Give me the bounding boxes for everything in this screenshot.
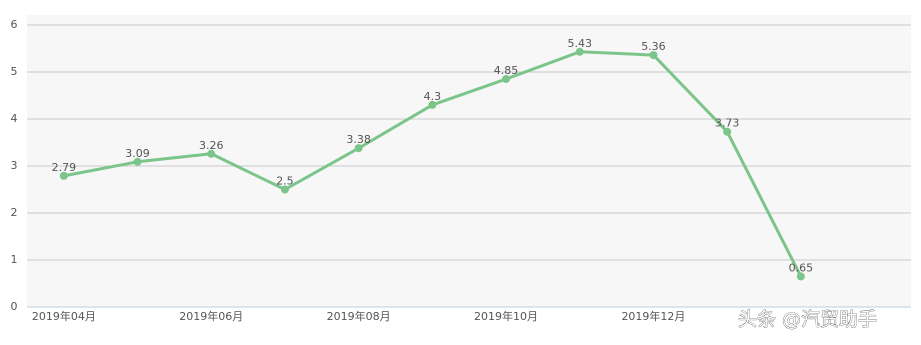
data-label: 0.65 bbox=[789, 261, 814, 274]
data-point bbox=[354, 144, 363, 153]
y-tick-label: 4 bbox=[11, 112, 18, 125]
x-tick-label: 2019年04月 bbox=[32, 309, 96, 323]
x-tick-label: 2019年08月 bbox=[327, 309, 391, 323]
data-label: 3.09 bbox=[125, 147, 150, 160]
y-tick-label: 1 bbox=[11, 253, 18, 266]
data-point bbox=[723, 127, 732, 136]
data-point bbox=[428, 100, 437, 109]
data-label: 5.43 bbox=[568, 37, 593, 50]
data-point bbox=[59, 171, 68, 180]
y-tick-label: 6 bbox=[11, 18, 18, 31]
y-tick-label: 2 bbox=[11, 206, 18, 219]
data-point bbox=[796, 272, 805, 281]
data-label: 3.38 bbox=[346, 133, 371, 146]
data-point bbox=[649, 51, 658, 60]
data-label: 2.5 bbox=[276, 175, 294, 188]
plot-area bbox=[27, 15, 911, 307]
data-label: 5.36 bbox=[641, 40, 666, 53]
data-label: 4.85 bbox=[494, 64, 519, 77]
watermark: 头条 @汽贸助手 bbox=[738, 309, 877, 331]
y-tick-label: 3 bbox=[11, 159, 18, 172]
data-label: 4.3 bbox=[424, 90, 442, 103]
data-label: 2.79 bbox=[52, 161, 77, 174]
x-tick-label: 2019年12月 bbox=[621, 309, 685, 323]
marks: 2.79 3.09 3.26 2.5 3.38 4.3 4.85 5.43 5.36 3.73 0.… bbox=[52, 37, 814, 281]
y-tick-label: 0 bbox=[11, 300, 18, 313]
data-label: 3.73 bbox=[715, 117, 740, 130]
data-point bbox=[207, 149, 216, 158]
data-point bbox=[133, 157, 142, 166]
data-point bbox=[502, 75, 511, 84]
data-point bbox=[280, 185, 289, 194]
y-tick-label: 5 bbox=[11, 65, 18, 78]
x-tick-label: 2019年10月 bbox=[474, 309, 538, 323]
data-point bbox=[575, 47, 584, 56]
grid: 0 1 2 3 4 5 6 2019年04月 2019年06月 2019年08月 2019年10月 2… bbox=[11, 18, 911, 323]
data-label: 3.26 bbox=[199, 139, 224, 152]
x-tick-label: 2019年06月 bbox=[179, 309, 243, 323]
